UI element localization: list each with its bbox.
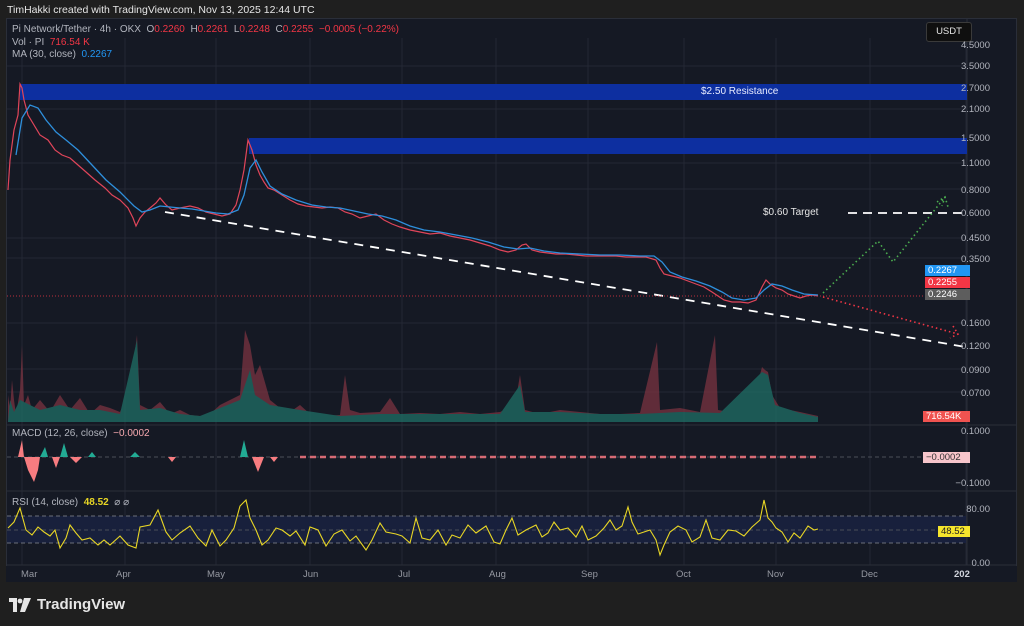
time-axis-label: Aug xyxy=(489,569,506,580)
symbol-legend[interactable]: Pi Network/Tether · 4h · OKX O0.2260 H0.… xyxy=(12,24,399,35)
chart-credit: TimHakki created with TradingView.com, N… xyxy=(7,4,315,16)
target-label: $0.60 Target xyxy=(763,207,819,218)
price-axis-label: 2.7000 xyxy=(960,83,990,94)
high-value: 0.2261 xyxy=(197,24,229,35)
volume-tag: 716.54K xyxy=(923,411,970,422)
volume-legend[interactable]: Vol · PI 716.54 K xyxy=(12,37,90,48)
macd-histogram xyxy=(18,440,818,482)
price-series xyxy=(7,81,819,304)
time-axis-label: Sep xyxy=(581,569,598,580)
bull-projection xyxy=(822,196,946,294)
low-price-tag: 0.2246 xyxy=(925,289,970,300)
macd-axis-label: −0.1000 xyxy=(955,478,990,489)
support-trendline xyxy=(164,211,967,348)
resistance-label: $2.50 Resistance xyxy=(701,86,779,97)
rsi-tag: 48.52 xyxy=(938,526,970,537)
time-axis-label: Dec xyxy=(861,569,878,580)
time-axis-label: Mar xyxy=(21,569,38,580)
price-axis-label: 0.1200 xyxy=(960,341,990,352)
price-axis-label: 1.1000 xyxy=(960,158,990,169)
ma-line xyxy=(15,104,819,301)
volume-bars xyxy=(8,330,818,422)
price-axis-label: 0.4500 xyxy=(960,233,990,244)
rsi-line xyxy=(7,498,819,557)
resistance-zone-upper xyxy=(20,84,967,100)
volume-value: 716.54 K xyxy=(49,37,90,48)
macd-value: −0.0002 xyxy=(113,428,150,439)
time-axis-label: May xyxy=(207,569,225,580)
time-axis-label: Jul xyxy=(398,569,411,580)
rsi-extra-icons[interactable]: ⌀ ⌀ xyxy=(114,497,130,508)
price-axis-label: 0.1600 xyxy=(960,318,990,329)
price-axis-label: 4.5000 xyxy=(960,40,990,51)
open-value: 0.2260 xyxy=(154,24,185,35)
price-axis-label: 0.0900 xyxy=(960,365,990,376)
time-axis-label: 202 xyxy=(954,569,970,580)
price-axis-label: 2.1000 xyxy=(960,104,990,115)
rsi-axis-label: 0.00 xyxy=(971,558,991,569)
time-axis-label: Nov xyxy=(767,569,784,580)
ma-value: 0.2267 xyxy=(81,49,113,60)
close-price-tag: 0.2255 xyxy=(925,277,970,288)
ma-legend[interactable]: MA (30, close) 0.2267 xyxy=(12,49,113,60)
price-axis-label: 0.3500 xyxy=(960,254,990,265)
close-value: 0.2255 xyxy=(282,24,314,35)
price-axis-label: 3.5000 xyxy=(960,61,990,72)
bear-projection xyxy=(822,296,959,335)
macd-legend[interactable]: MACD (12, 26, close) −0.0002 xyxy=(12,428,150,439)
change-value: −0.0005 (−0.22%) xyxy=(318,24,399,35)
macd-axis-label: 0.1000 xyxy=(960,426,990,437)
price-axis-label: 0.0700 xyxy=(960,388,990,399)
resistance-zone-lower xyxy=(249,138,967,154)
time-axis-label: Apr xyxy=(116,569,131,580)
chart-frame[interactable] xyxy=(6,18,1017,582)
currency-button[interactable]: USDT xyxy=(926,22,972,42)
rsi-legend[interactable]: RSI (14, close) 48.52 ⌀ ⌀ xyxy=(12,497,130,508)
price-axis-label: 0.8000 xyxy=(960,185,990,196)
price-axis-label: 0.6000 xyxy=(960,208,990,219)
time-axis-label: Jun xyxy=(303,569,319,580)
grid-lines xyxy=(7,38,967,565)
rsi-value: 48.52 xyxy=(83,497,109,508)
time-axis-label: Oct xyxy=(676,569,691,580)
symbol-name: Pi Network/Tether · 4h · OKX xyxy=(12,24,141,35)
low-value: 0.2248 xyxy=(239,24,270,35)
macd-tag: −0.0002 xyxy=(923,452,970,463)
rsi-axis-label: 80.00 xyxy=(966,504,990,515)
price-axis-label: 1.5000 xyxy=(960,133,990,144)
tradingview-logo-icon xyxy=(9,597,31,612)
ma-price-tag: 0.2267 xyxy=(925,265,970,276)
brand-name: TradingView xyxy=(37,596,126,613)
tradingview-logo[interactable]: TradingView xyxy=(9,596,125,613)
